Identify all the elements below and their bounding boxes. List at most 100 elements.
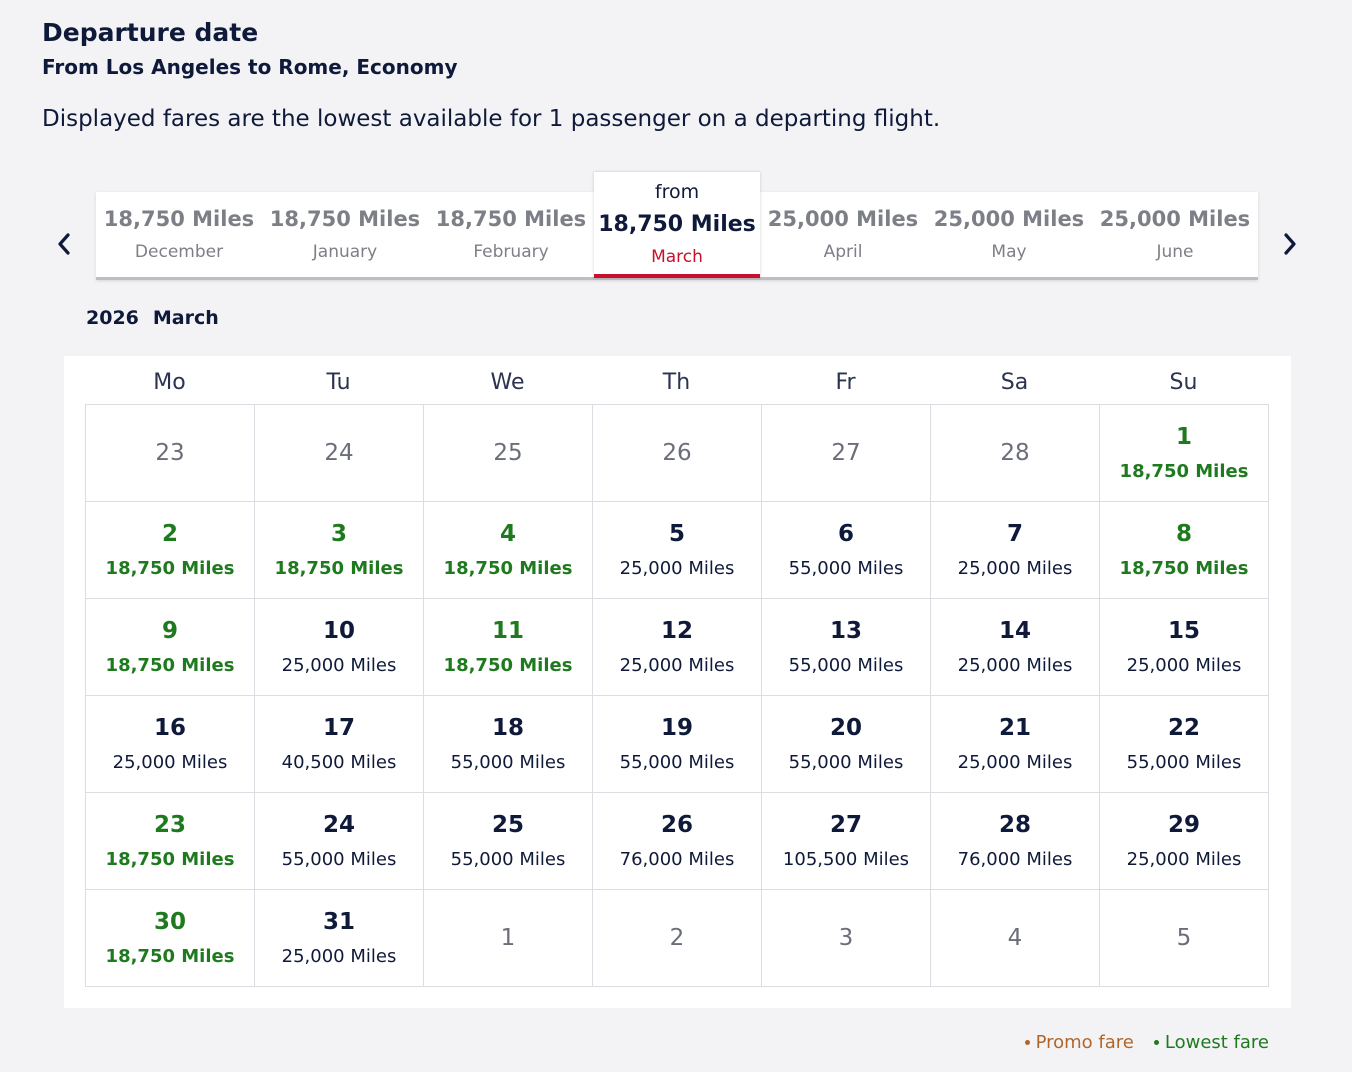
day-number: 5 [1176, 924, 1192, 951]
calendar-day[interactable]: 26 76,000 Miles [592, 792, 762, 890]
calendar-day[interactable]: 20 55,000 Miles [761, 695, 931, 793]
day-fare: 25,000 Miles [957, 557, 1073, 579]
calendar-day[interactable]: 19 55,000 Miles [592, 695, 762, 793]
day-number: 2 [669, 924, 685, 951]
calendar-day[interactable]: 7 25,000 Miles [930, 501, 1100, 599]
calendar-day[interactable]: 25 55,000 Miles [423, 792, 593, 890]
day-fare: 55,000 Miles [450, 848, 566, 870]
calendar-panel: Mo Tu We Th Fr Sa Su 23 24 25 26 27 28 1 18,750… [64, 356, 1291, 1008]
calendar-day[interactable]: 27 105,500 Miles [761, 792, 931, 890]
day-fare: 55,000 Miles [281, 848, 397, 870]
calendar-day[interactable]: 1 18,750 Miles [1099, 404, 1269, 502]
day-number: 7 [1006, 520, 1023, 547]
day-number: 6 [837, 520, 854, 547]
calendar-day[interactable]: 11 18,750 Miles [423, 598, 593, 696]
legend-lowest-label: Lowest fare [1164, 1032, 1269, 1053]
calendar-day[interactable]: 4 18,750 Miles [423, 501, 593, 599]
day-number: 24 [324, 439, 354, 466]
calendar-day-outside: 24 [254, 404, 424, 502]
month-tab-miles: 18,750 Miles [598, 212, 756, 237]
day-fare: 40,500 Miles [281, 751, 397, 773]
calendar-day[interactable]: 23 18,750 Miles [85, 792, 255, 890]
weekday-label: Fr [835, 370, 856, 395]
day-fare: 18,750 Miles [105, 654, 235, 676]
calendar-year: 2026 [86, 307, 139, 329]
calendar-day[interactable]: 15 25,000 Miles [1099, 598, 1269, 696]
calendar-day[interactable]: 16 25,000 Miles [85, 695, 255, 793]
calendar-day-outside: 25 [423, 404, 593, 502]
day-number: 19 [660, 714, 693, 741]
day-number: 30 [153, 908, 186, 935]
fare-note: Displayed fares are the lowest available… [42, 106, 941, 132]
legend-promo: Promo fare [1024, 1032, 1134, 1053]
day-fare: 105,500 Miles [782, 848, 910, 870]
day-number: 28 [1000, 439, 1030, 466]
day-fare: 25,000 Miles [957, 654, 1073, 676]
month-tab-may[interactable]: 25,000 Miles May [926, 192, 1092, 277]
day-number: 23 [155, 439, 185, 466]
calendar-week-row: 23 18,750 Miles 24 55,000 Miles 25 55,000 Mil… [85, 792, 1269, 890]
month-tab-february[interactable]: 18,750 Miles February [428, 192, 594, 277]
day-fare: 76,000 Miles [619, 848, 735, 870]
day-number: 3 [330, 520, 347, 547]
calendar-day[interactable]: 24 55,000 Miles [254, 792, 424, 890]
calendar-day[interactable]: 31 25,000 Miles [254, 889, 424, 987]
prev-month-button[interactable] [52, 229, 76, 259]
day-fare: 18,750 Miles [443, 557, 573, 579]
weekday-label: Sa [1000, 370, 1029, 395]
calendar-day[interactable]: 29 25,000 Miles [1099, 792, 1269, 890]
day-number: 29 [1167, 811, 1200, 838]
calendar-day[interactable]: 30 18,750 Miles [85, 889, 255, 987]
calendar-week-row: 16 25,000 Miles 17 40,500 Miles 18 55,000 Mil… [85, 695, 1269, 793]
day-fare: 18,750 Miles [105, 945, 235, 967]
month-tab-label: February [473, 242, 549, 262]
calendar-grid: 23 24 25 26 27 28 1 18,750 Miles 2 18,750 Miles 3 1… [85, 404, 1269, 987]
month-tab-miles: 25,000 Miles [1099, 207, 1251, 231]
month-tab-april[interactable]: 25,000 Miles April [760, 192, 926, 277]
legend-promo-label: Promo fare [1035, 1032, 1134, 1053]
calendar-day[interactable]: 13 55,000 Miles [761, 598, 931, 696]
calendar-day[interactable]: 5 25,000 Miles [592, 501, 762, 599]
day-fare: 55,000 Miles [788, 557, 904, 579]
day-fare: 76,000 Miles [957, 848, 1073, 870]
day-fare: 18,750 Miles [1119, 557, 1249, 579]
calendar-day[interactable]: 2 18,750 Miles [85, 501, 255, 599]
day-fare: 25,000 Miles [1126, 848, 1242, 870]
calendar-day-outside: 4 [930, 889, 1100, 987]
fare-legend: Promo fare Lowest fare [1024, 1032, 1269, 1053]
calendar-day[interactable]: 28 76,000 Miles [930, 792, 1100, 890]
month-tab-june[interactable]: 25,000 Miles June [1092, 192, 1258, 277]
month-tab-label: April [823, 242, 863, 262]
chevron-right-icon [1284, 233, 1296, 255]
calendar-day[interactable]: 14 25,000 Miles [930, 598, 1100, 696]
day-number: 17 [322, 714, 355, 741]
day-number: 14 [998, 617, 1031, 644]
day-fare: 25,000 Miles [957, 751, 1073, 773]
calendar-day-outside: 27 [761, 404, 931, 502]
day-fare: 55,000 Miles [788, 751, 904, 773]
calendar-day[interactable]: 9 18,750 Miles [85, 598, 255, 696]
month-selector: 18,750 Miles December 18,750 Miles Janua… [96, 172, 1258, 280]
calendar-day[interactable]: 21 25,000 Miles [930, 695, 1100, 793]
next-month-button[interactable] [1278, 229, 1302, 259]
weekday-label: Su [1169, 370, 1198, 395]
calendar-day[interactable]: 10 25,000 Miles [254, 598, 424, 696]
calendar-day[interactable]: 18 55,000 Miles [423, 695, 593, 793]
calendar-day[interactable]: 22 55,000 Miles [1099, 695, 1269, 793]
day-fare: 18,750 Miles [1119, 460, 1249, 482]
month-tab-march[interactable]: from 18,750 Miles March [594, 172, 760, 278]
calendar-day[interactable]: 17 40,500 Miles [254, 695, 424, 793]
month-tab-miles: 25,000 Miles [933, 207, 1085, 231]
calendar-week-row: 23 24 25 26 27 28 1 18,750 Miles [85, 404, 1269, 502]
calendar-day-outside: 26 [592, 404, 762, 502]
calendar-day[interactable]: 12 25,000 Miles [592, 598, 762, 696]
month-tab-december[interactable]: 18,750 Miles December [96, 192, 262, 277]
day-fare: 18,750 Miles [105, 848, 235, 870]
calendar-day[interactable]: 8 18,750 Miles [1099, 501, 1269, 599]
month-tab-from-label: from [654, 181, 700, 203]
calendar-day[interactable]: 3 18,750 Miles [254, 501, 424, 599]
day-number: 25 [493, 439, 523, 466]
day-fare: 25,000 Miles [112, 751, 228, 773]
month-tab-january[interactable]: 18,750 Miles January [262, 192, 428, 277]
calendar-day[interactable]: 6 55,000 Miles [761, 501, 931, 599]
